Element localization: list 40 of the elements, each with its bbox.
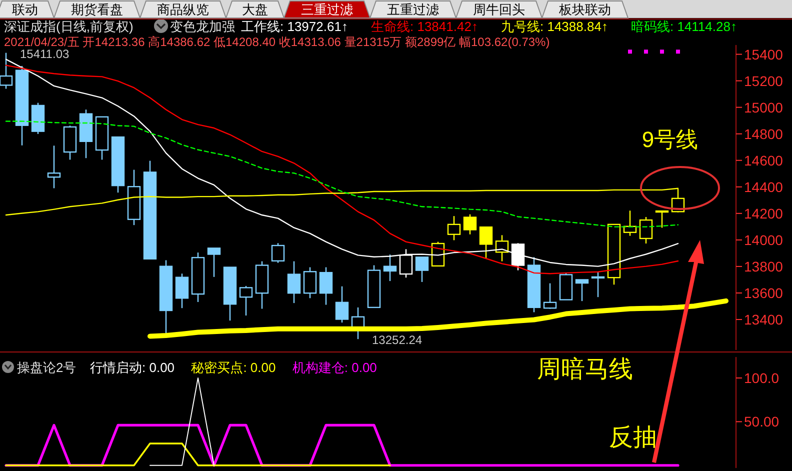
y-tick-label: 50.00	[744, 414, 780, 430]
legend-title: 变色龙加强	[170, 19, 235, 34]
text: 工作线: 13972.61↑	[241, 19, 348, 34]
annotation: 周暗马线	[537, 356, 633, 383]
y-tick-label: 14800	[744, 126, 784, 142]
y-tick-label: 14600	[744, 152, 784, 168]
text: 期货看盘	[71, 2, 123, 17]
text: 商品纵览	[157, 2, 209, 17]
y-tick-label: 15400	[744, 46, 784, 62]
series-label: 行情启动: 0.00	[90, 360, 175, 375]
y-tick-label: 100.0	[744, 370, 780, 386]
text: 周牛回头	[473, 2, 525, 17]
candlestick	[287, 260, 301, 304]
y-tick-label: 15000	[744, 99, 784, 116]
candlestick	[383, 254, 397, 282]
annotation: 13252.24	[372, 333, 422, 348]
y-tick-label: 14400	[744, 178, 784, 195]
y-tick-label: 15200	[744, 72, 784, 89]
chart-title: 深证成指(日线,前复权)	[4, 19, 134, 34]
text: 五重过滤	[387, 2, 439, 17]
y-tick-label: 13800	[744, 258, 784, 274]
text: 机构建仓: 0.00	[292, 360, 377, 375]
text: 秘密买点: 0.00	[191, 360, 276, 375]
y-tick-label: 13400	[744, 312, 784, 328]
text: 三重过滤	[301, 2, 353, 17]
text: 九号线: 14388.84↑	[501, 19, 608, 34]
text: 暗码线: 14114.28↑	[631, 19, 737, 34]
text: 联动	[12, 2, 38, 17]
annotation: 反抽	[609, 424, 657, 451]
text: 大盘	[242, 2, 268, 17]
y-tick-label: 14200	[744, 205, 784, 222]
annotation: 9号线	[642, 127, 698, 152]
chart-subtitle: 2021/04/23/五 开14213.36 高14386.62 低14208.40 收14313.06 量21315万 额2899亿 幅103.62(0.73%)	[4, 35, 550, 49]
candlestick	[47, 145, 61, 189]
y-tick-label: 13600	[744, 284, 784, 301]
text: 生命线: 13841.42↑	[371, 19, 478, 34]
chart-title: 操盘论2号	[17, 360, 76, 375]
y-tick-label: 14000	[744, 232, 784, 248]
text: 板块联动	[558, 2, 611, 17]
annotation: 15411.03	[20, 46, 70, 61]
